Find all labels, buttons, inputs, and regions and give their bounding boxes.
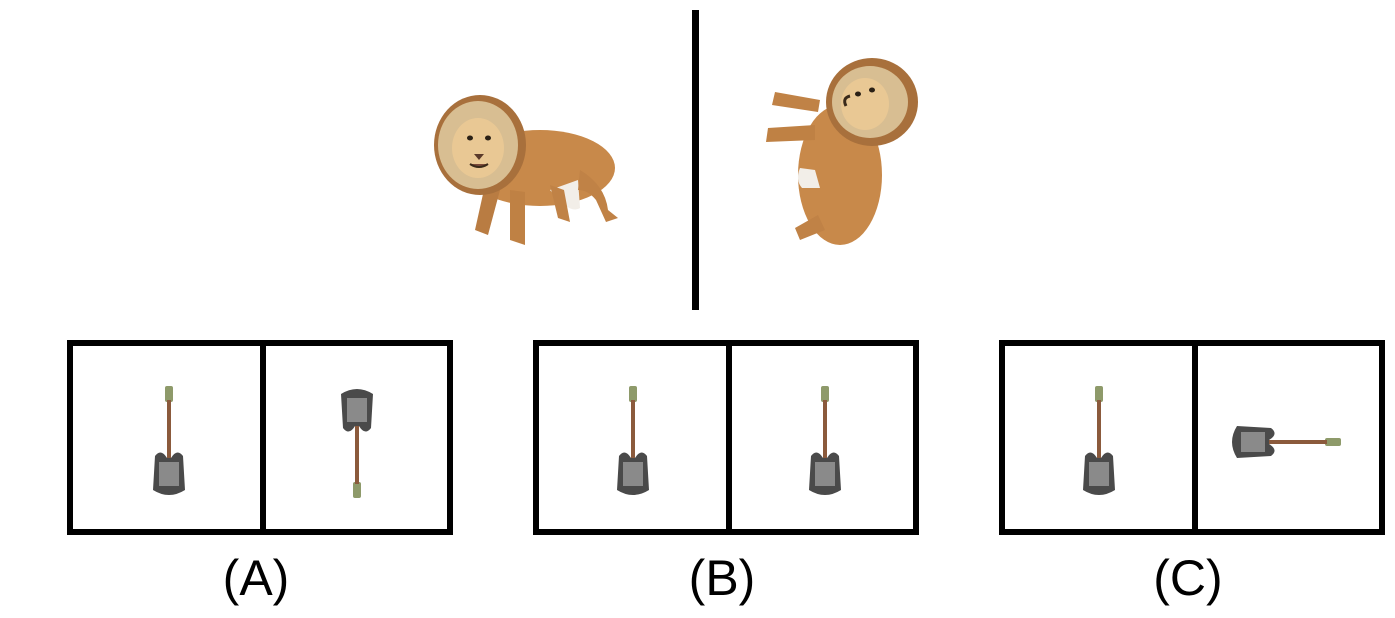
lion-rotated-icon	[766, 58, 918, 245]
option-a-box[interactable]	[67, 340, 453, 535]
option-b-label: (B)	[688, 550, 756, 606]
bass-guitar-upright-icon	[153, 386, 185, 495]
bass-guitar-upside-down-icon	[341, 389, 373, 498]
bass-guitar-rotated-horizontal-icon	[1232, 426, 1341, 458]
bass-guitar-upright-icon	[809, 386, 841, 495]
option-a-divider	[260, 346, 266, 529]
reference-divider	[692, 10, 699, 310]
bass-guitar-upright-icon	[1083, 386, 1115, 495]
option-a-label: (A)	[222, 550, 290, 606]
option-b-box[interactable]	[533, 340, 919, 535]
option-c-box[interactable]	[999, 340, 1385, 535]
bass-guitar-upright-icon	[617, 386, 649, 495]
option-c-label: (C)	[1153, 550, 1223, 606]
option-b-divider	[726, 346, 732, 529]
lion-standing-icon	[434, 95, 618, 245]
option-c-divider	[1192, 346, 1198, 529]
